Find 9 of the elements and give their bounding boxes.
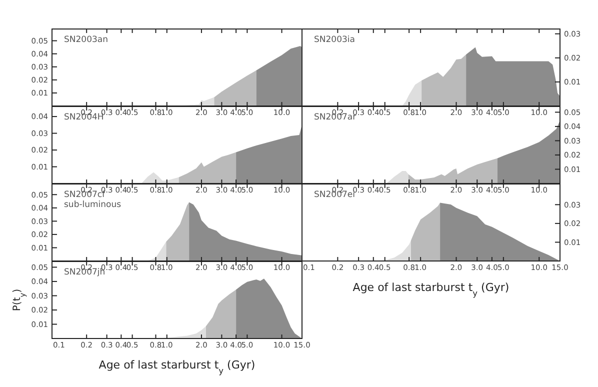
x-axis-title: Age of last starburst t$_{y}$ (Gyr): [98, 358, 256, 376]
x-axis-title: Age of last starburst t$_{y}$ (Gyr): [352, 281, 510, 298]
text: SN2007ar: [314, 112, 357, 122]
text: SN2004H: [64, 112, 104, 122]
text: SN2003ia: [314, 35, 355, 45]
text: sub-luminous: [64, 200, 122, 210]
text: SN2003an: [64, 35, 108, 45]
text: SN2007ei: [314, 190, 355, 200]
text: SN2007cf: [64, 190, 106, 200]
